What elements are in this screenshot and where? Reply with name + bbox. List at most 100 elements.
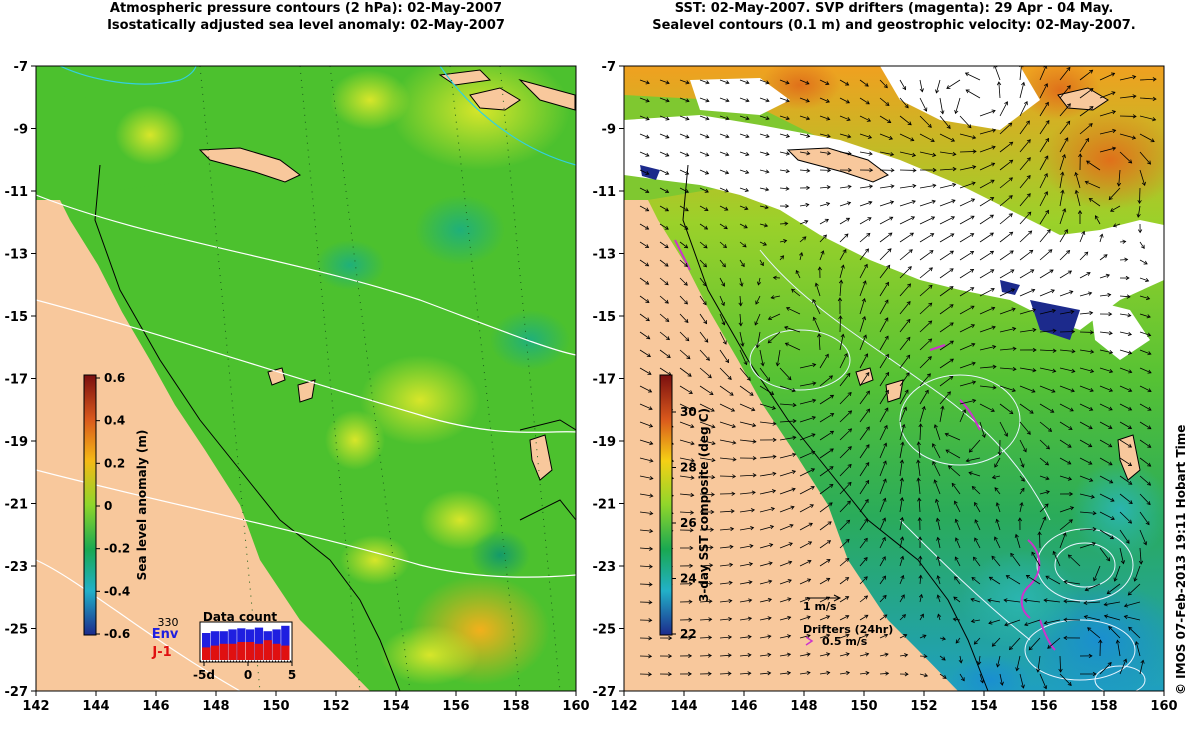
velocity-vector xyxy=(639,421,653,428)
velocity-vector xyxy=(936,79,941,94)
velocity-vector-head xyxy=(1028,646,1033,651)
velocity-vector-head xyxy=(1089,69,1094,74)
velocity-vector-head xyxy=(1088,653,1093,659)
velocity-vector-head xyxy=(885,389,889,394)
data-count-inset: Data count 330 Env J-1 -5d 0 5 xyxy=(151,610,296,682)
velocity-vector xyxy=(899,355,910,369)
velocity-vector xyxy=(1039,330,1056,333)
velocity-vector-head xyxy=(689,545,694,551)
velocity-vector-head xyxy=(900,594,905,599)
velocity-vector-head xyxy=(1128,480,1133,485)
velocity-vector xyxy=(959,166,976,171)
velocity-vector xyxy=(779,453,796,459)
velocity-vector-head xyxy=(1109,535,1115,540)
velocity-vector-head xyxy=(974,519,979,524)
velocity-vector-head xyxy=(930,216,936,221)
velocity-vector-head xyxy=(820,250,825,255)
velocity-vector-head xyxy=(1126,294,1131,299)
velocity-vector-head xyxy=(1067,443,1072,448)
velocity-vector xyxy=(879,79,888,88)
velocity-vector xyxy=(939,216,955,225)
left-title-line2: Isostatically adjusted sea level anomaly… xyxy=(107,18,505,33)
velocity-vector xyxy=(839,353,848,369)
velocity-vector-head xyxy=(788,560,793,565)
velocity-vector-head xyxy=(1127,443,1133,448)
velocity-vector-head xyxy=(846,201,852,206)
velocity-vector xyxy=(759,403,776,410)
velocity-vector xyxy=(819,97,830,103)
velocity-vector xyxy=(779,470,796,477)
right-colorbar-label: 3-day SST composite (deg C) xyxy=(697,408,711,602)
velocity-vector-head xyxy=(950,216,956,221)
velocity-vector-head xyxy=(685,170,690,175)
velocity-vector-head xyxy=(990,287,995,292)
velocity-vector-head xyxy=(1028,230,1033,235)
velocity-vector-head xyxy=(1111,146,1117,151)
velocity-vector xyxy=(799,382,816,387)
velocity-vector-head xyxy=(1064,229,1068,234)
velocity-vector-head xyxy=(848,428,853,433)
velocity-vector xyxy=(639,367,652,375)
right-drifter-tracks xyxy=(674,239,1056,651)
data-count-title: Data count xyxy=(203,610,278,624)
velocity-vector-head xyxy=(765,116,770,121)
velocity-vector xyxy=(639,493,653,497)
velocity-vector-head xyxy=(991,555,996,560)
velocity-vector xyxy=(1099,475,1113,484)
velocity-vector-head xyxy=(807,578,812,583)
velocity-vector xyxy=(719,600,732,603)
velocity-vector-head xyxy=(1012,346,1017,351)
velocity-vector-head xyxy=(685,134,690,139)
velocity-vector xyxy=(1039,475,1050,480)
velocity-vector xyxy=(899,517,903,531)
velocity-vector-head xyxy=(953,500,958,505)
velocity-vector-head xyxy=(885,281,889,286)
velocity-vector-head xyxy=(770,507,776,512)
velocity-vector xyxy=(994,66,1001,81)
velocity-vector xyxy=(994,536,1001,549)
velocity-vector-head xyxy=(974,501,978,507)
velocity-vector-head xyxy=(946,85,951,89)
velocity-vector xyxy=(1019,249,1033,261)
velocity-vector-head xyxy=(1031,551,1036,556)
velocity-vector xyxy=(1139,367,1152,374)
velocity-vector-head xyxy=(958,659,963,664)
velocity-vector xyxy=(759,241,767,246)
velocity-vector-head xyxy=(648,564,653,569)
velocity-vector-head xyxy=(1127,425,1133,429)
velocity-vector-head xyxy=(1089,477,1094,482)
velocity-vector-head xyxy=(1012,366,1017,372)
colorbar-tick-label: 0 xyxy=(104,499,112,513)
velocity-vector-head xyxy=(730,407,736,412)
velocity-vector xyxy=(779,506,795,513)
velocity-vector xyxy=(1059,270,1072,279)
velocity-vector-head xyxy=(932,152,937,157)
velocity-vector xyxy=(998,82,1001,99)
velocity-vector-head xyxy=(992,364,997,369)
velocity-vector xyxy=(812,299,821,315)
left-panel-title: Atmospheric pressure contours (2 hPa): 0… xyxy=(36,0,576,34)
velocity-vector-head xyxy=(1066,85,1071,90)
velocity-vector-head xyxy=(990,269,995,274)
velocity-vector-head xyxy=(951,482,956,487)
velocity-vector xyxy=(899,460,903,477)
velocity-vector xyxy=(719,618,732,621)
velocity-key-arrowhead xyxy=(833,594,842,602)
velocity-vector-head xyxy=(805,116,811,121)
velocity-vector xyxy=(739,331,744,347)
velocity-vector xyxy=(1039,439,1050,450)
velocity-vector xyxy=(679,79,690,84)
velocity-vector-head xyxy=(1032,327,1037,333)
velocity-vector xyxy=(1019,120,1030,135)
velocity-vector-head xyxy=(981,433,986,439)
velocity-vector-head xyxy=(690,492,695,498)
left-colorbar: 0.60.40.20-0.2-0.4-0.6 Sea level anomaly… xyxy=(83,371,149,641)
velocity-vector xyxy=(799,578,811,585)
velocity-vector-head xyxy=(1108,330,1113,336)
velocity-vector xyxy=(1019,82,1025,99)
velocity-vector xyxy=(1019,403,1034,414)
velocity-vector-head xyxy=(930,233,935,237)
velocity-vector-head xyxy=(1045,137,1049,142)
velocity-vector xyxy=(879,335,889,351)
velocity-vector xyxy=(659,115,670,120)
